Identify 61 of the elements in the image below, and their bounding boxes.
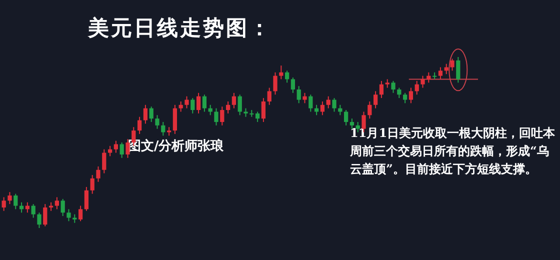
candlestick [279,65,284,80]
chart-title: 美元日线走势图： [88,14,272,42]
candlestick [137,116,142,134]
candlestick [84,186,89,212]
candlestick [8,192,12,205]
candlestick [190,98,195,114]
candlestick [155,114,160,130]
candlestick [373,90,378,109]
candlestick [261,98,266,122]
candlestick [96,166,100,182]
candlestick [196,92,201,114]
candlestick [414,80,419,96]
candlestick [350,118,354,130]
candlestick [78,205,83,222]
candlestick [90,174,94,194]
candlestick [320,100,325,116]
candlestick [214,108,218,126]
candlestick [397,87,402,99]
candlestick [368,100,372,120]
candlestick [238,94,242,116]
candlestick [344,110,348,126]
candlestick [108,145,112,157]
candlestick [391,80,396,94]
candlestick [267,87,272,106]
candlestick [114,140,118,154]
candlestick [408,87,414,104]
candlestick [54,196,60,210]
candlestick [143,104,148,124]
candlestick [379,80,384,99]
candlestick [226,100,230,114]
candlestick [308,94,313,112]
candlestick [31,204,36,218]
candlestick [102,148,106,174]
candlestick [202,94,207,112]
candlestick [66,208,71,222]
candlestick [420,75,425,88]
candlestick [149,106,154,122]
candlestick [456,56,460,84]
candlestick [2,196,6,212]
candlestick [232,92,236,109]
candlestick [178,100,183,112]
candlestick [450,58,454,72]
candlestick [290,77,296,94]
candlestick [120,142,124,158]
candlestick [284,70,290,84]
candlestick [438,66,443,80]
candlestick [326,96,330,109]
candlestick [14,193,18,210]
candlestick [43,204,48,227]
candlestick [172,104,178,134]
candlestick [220,106,224,126]
candlestick [302,92,307,104]
candlestick [332,98,336,112]
candlestick [161,121,166,136]
candlestick [273,72,278,96]
candlestick [296,86,301,104]
candlestick [255,111,260,122]
candlestick [402,92,408,104]
candlestick [184,96,189,109]
candlestick [37,212,42,228]
candlestick [60,198,65,217]
